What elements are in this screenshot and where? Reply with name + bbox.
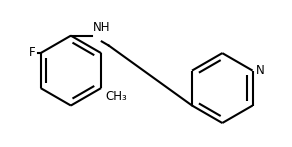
Text: N: N <box>256 64 265 77</box>
Text: F: F <box>29 46 36 59</box>
Text: CH₃: CH₃ <box>106 90 128 103</box>
Text: NH: NH <box>93 21 110 34</box>
